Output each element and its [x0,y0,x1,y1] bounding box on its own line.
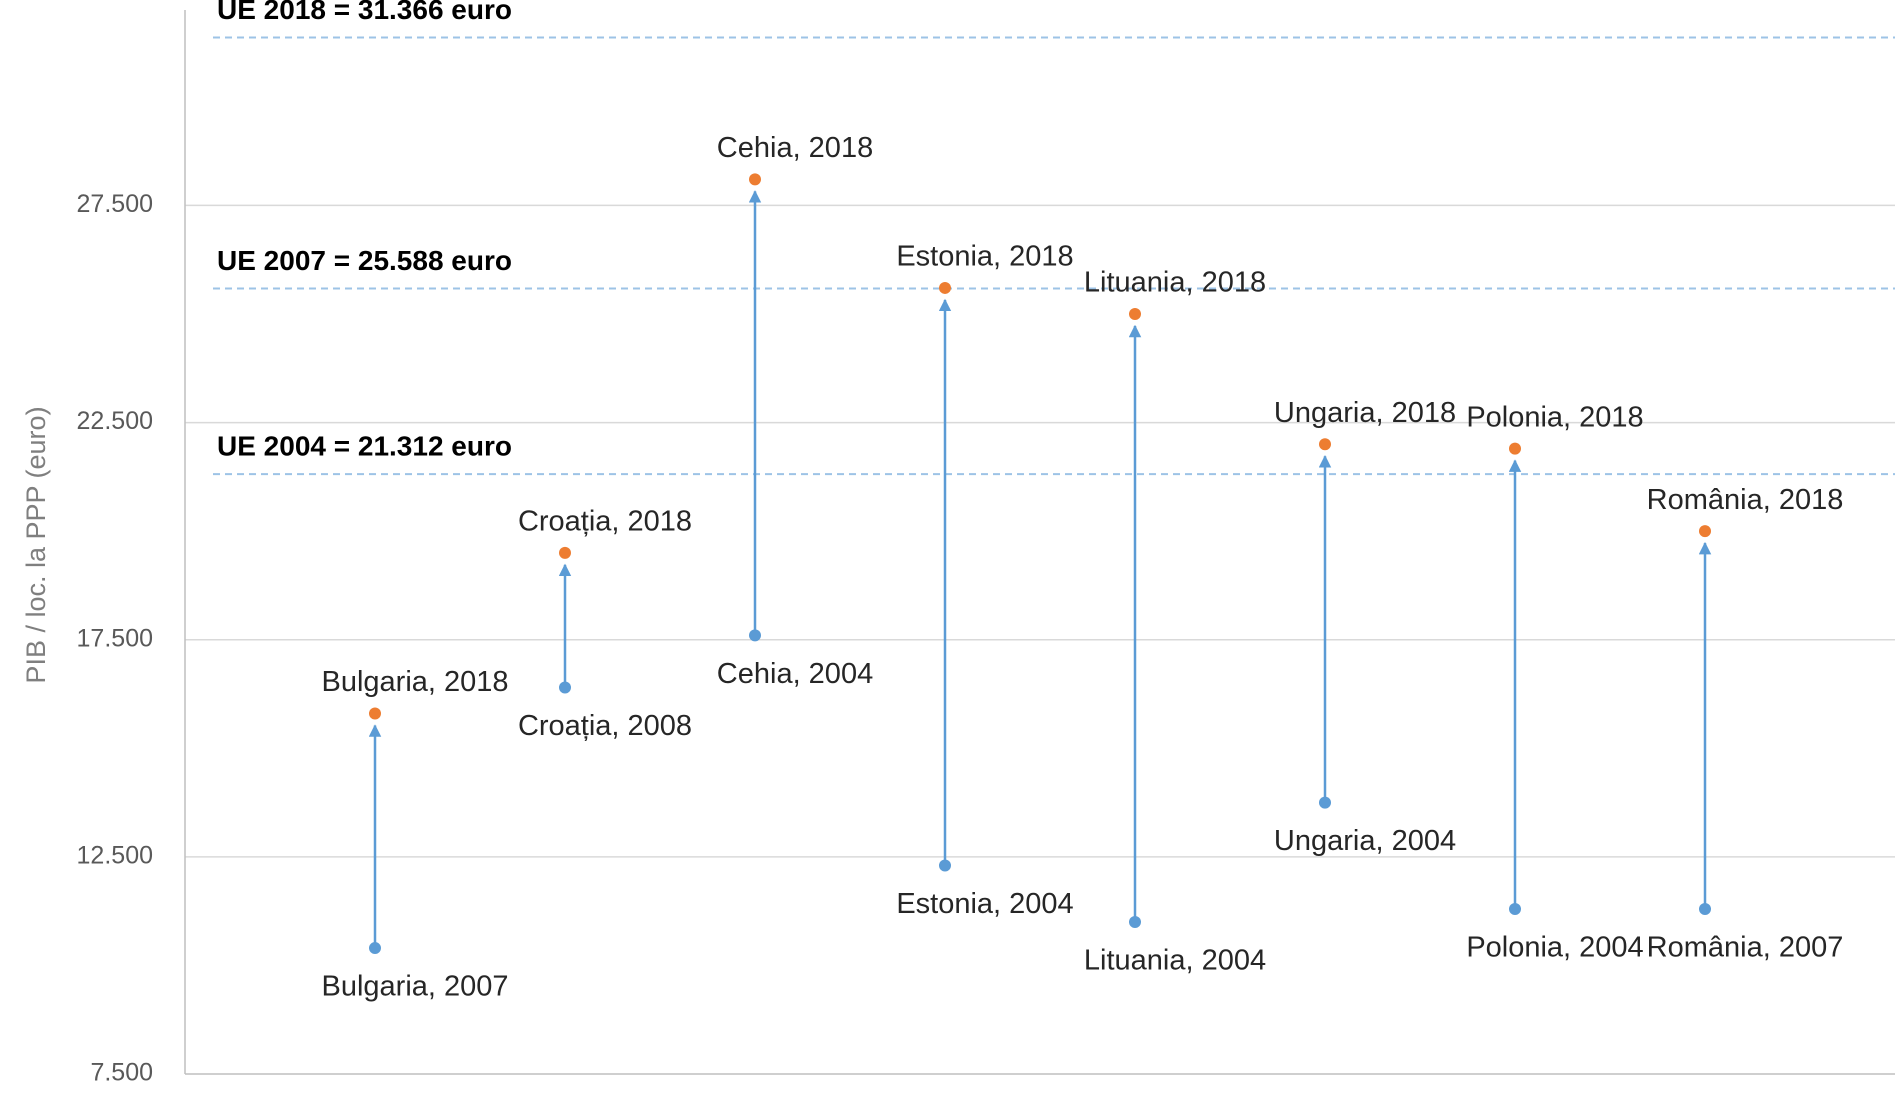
start-point [559,681,571,694]
start-label: Ungaria, 2004 [1274,825,1456,857]
end-point [1129,308,1141,320]
start-point [749,629,761,642]
end-point [1509,442,1521,455]
reference-label: UE 2018 = 31.366 euro [217,0,512,25]
end-label: Croația, 2018 [518,506,692,538]
end-point [369,707,381,720]
end-label: Bulgaria, 2018 [321,666,508,698]
start-point [369,942,381,955]
y-tick-label: 12.500 [77,841,153,869]
y-tick-label: 22.500 [77,407,153,435]
start-label: Lituania, 2004 [1084,945,1266,977]
start-point [1319,796,1331,809]
start-label: România, 2007 [1647,932,1844,964]
end-point [1699,525,1711,538]
reference-label: UE 2004 = 21.312 euro [217,431,512,462]
end-point [749,173,761,186]
y-tick-label: 17.500 [77,624,153,652]
end-point [559,546,571,559]
end-label: Ungaria, 2018 [1274,397,1456,429]
end-label: Estonia, 2018 [896,241,1073,273]
end-label: Polonia, 2018 [1466,401,1643,433]
end-label: România, 2018 [1647,484,1844,516]
start-label: Estonia, 2004 [896,888,1073,920]
end-point [939,281,951,294]
y-tick-label: 27.500 [77,190,153,218]
end-label: Lituania, 2018 [1084,267,1266,299]
y-tick-label: 7.500 [90,1059,153,1087]
start-point [1129,916,1141,928]
start-label: Bulgaria, 2007 [321,971,508,1003]
reference-label: UE 2007 = 25.588 euro [217,245,512,276]
y-axis-title: PIB / loc. la PPP (euro) [21,406,51,683]
start-point [1699,902,1711,915]
start-point [1509,902,1521,915]
start-label: Cehia, 2004 [717,658,873,690]
end-label: Cehia, 2018 [717,132,873,164]
start-point [939,859,951,872]
end-point [1319,438,1331,451]
start-label: Polonia, 2004 [1466,932,1643,964]
start-label: Croația, 2008 [518,710,692,742]
